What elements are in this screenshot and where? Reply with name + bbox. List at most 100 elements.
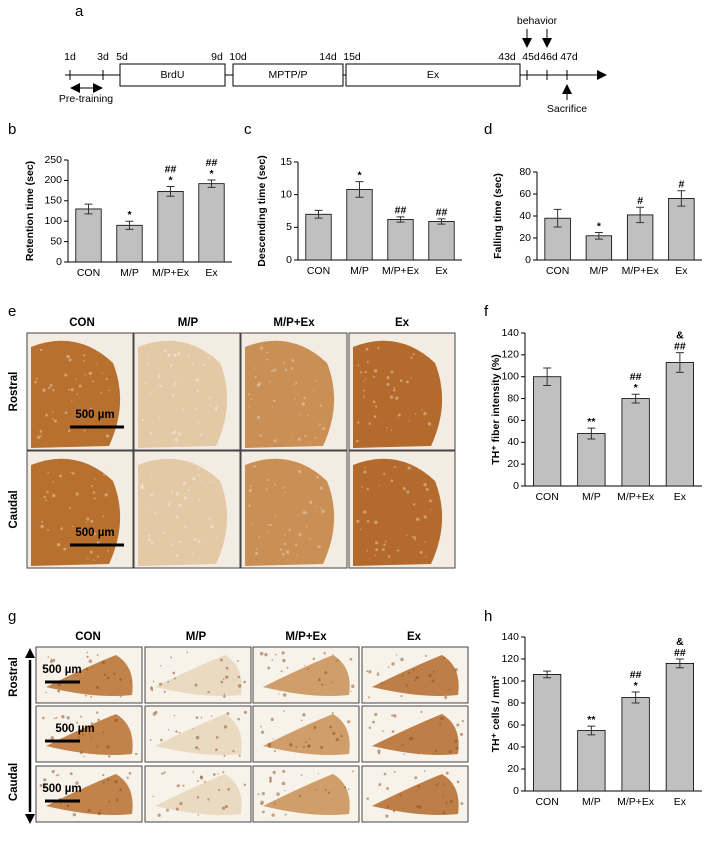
bar	[116, 224, 143, 263]
texture-dot	[150, 542, 154, 545]
texture-dot	[290, 367, 294, 370]
texture-dot	[383, 543, 386, 547]
texture-dot	[210, 715, 213, 717]
texture-dot	[53, 419, 57, 423]
texture-dot	[175, 807, 179, 811]
arrow-head	[25, 814, 35, 824]
texture-dot	[105, 465, 108, 468]
texture-dot	[172, 431, 175, 435]
texture-dot	[196, 390, 199, 393]
panel-label: g	[8, 608, 16, 625]
day-label: 9d	[211, 51, 223, 63]
texture-dot	[366, 519, 370, 523]
tissue-region	[263, 655, 350, 696]
texture-dot	[57, 690, 61, 693]
bar	[577, 433, 606, 487]
texture-dot	[173, 382, 177, 386]
texture-dot	[81, 527, 84, 530]
y-axis-label: TH⁺ fiber intensity (%)	[490, 354, 502, 465]
texture-dot	[282, 486, 285, 489]
y-tick-label: 0	[56, 256, 62, 268]
y-tick-label: 60	[519, 188, 531, 200]
texture-dot	[197, 814, 200, 816]
texture-dot	[147, 362, 150, 365]
texture-dot	[66, 804, 70, 808]
texture-dot	[47, 471, 50, 474]
texture-dot	[377, 671, 379, 673]
texture-dot	[393, 770, 396, 773]
texture-dot	[238, 754, 241, 757]
arrow-head	[522, 38, 532, 48]
texture-dot	[347, 788, 350, 791]
scale-bar-label: 500 µm	[42, 783, 81, 795]
bar	[665, 663, 694, 792]
texture-dot	[200, 716, 203, 719]
y-tick-label: 5	[286, 221, 292, 233]
texture-dot	[347, 720, 351, 724]
texture-dot	[261, 792, 265, 796]
texture-dot	[359, 528, 362, 531]
texture-dot	[282, 769, 286, 773]
texture-dot	[274, 483, 277, 486]
x-tick-label: CON	[535, 491, 558, 503]
texture-dot	[390, 429, 393, 431]
texture-dot	[308, 538, 311, 540]
texture-dot	[159, 384, 163, 388]
texture-dot	[51, 411, 54, 413]
significance-mark: ##	[165, 163, 177, 175]
texture-dot	[269, 779, 272, 782]
y-axis-label: Falling time (sec)	[492, 173, 504, 259]
texture-dot	[175, 554, 179, 558]
texture-dot	[409, 736, 413, 741]
tissue-region	[263, 714, 350, 755]
texture-dot	[361, 486, 364, 488]
texture-dot	[151, 363, 153, 365]
texture-dot	[217, 773, 219, 775]
bar	[428, 221, 455, 261]
texture-dot	[108, 800, 111, 803]
texture-dot	[215, 409, 218, 412]
texture-dot	[192, 770, 195, 773]
texture-dot	[419, 550, 423, 554]
texture-dot	[47, 386, 51, 390]
scale-bar-label: 500 µm	[55, 723, 94, 735]
texture-dot	[222, 806, 226, 810]
texture-dot	[157, 374, 161, 378]
column-header: CON	[69, 317, 95, 329]
texture-dot	[386, 427, 388, 429]
arrow-head	[25, 648, 35, 658]
texture-dot	[96, 654, 99, 657]
texture-dot	[279, 548, 283, 552]
texture-dot	[415, 805, 419, 808]
texture-dot	[257, 382, 262, 386]
texture-dot	[153, 511, 157, 514]
texture-dot	[456, 723, 460, 727]
texture-dot	[285, 550, 290, 554]
texture-dot	[274, 514, 277, 517]
x-tick-label: M/P	[582, 796, 601, 808]
texture-dot	[324, 788, 327, 791]
texture-dot	[84, 532, 86, 534]
texture-dot	[415, 517, 420, 522]
texture-dot	[364, 378, 367, 380]
texture-dot	[448, 688, 451, 690]
texture-dot	[86, 651, 89, 654]
texture-dot	[423, 515, 427, 519]
texture-dot	[208, 356, 211, 360]
scale-bar-label: 500 µm	[75, 409, 114, 421]
texture-dot	[399, 379, 403, 383]
texture-dot	[367, 696, 370, 699]
texture-dot	[355, 439, 359, 443]
texture-dot	[161, 772, 164, 775]
texture-dot	[255, 548, 258, 550]
texture-dot	[163, 349, 167, 353]
significance-mark: *	[168, 174, 173, 186]
texture-dot	[366, 549, 368, 552]
error-bar	[166, 186, 175, 197]
texture-dot	[357, 364, 360, 367]
texture-dot	[114, 780, 118, 784]
texture-dot	[442, 783, 445, 786]
texture-dot	[40, 435, 42, 437]
texture-dot	[51, 769, 55, 774]
texture-dot	[102, 781, 105, 784]
